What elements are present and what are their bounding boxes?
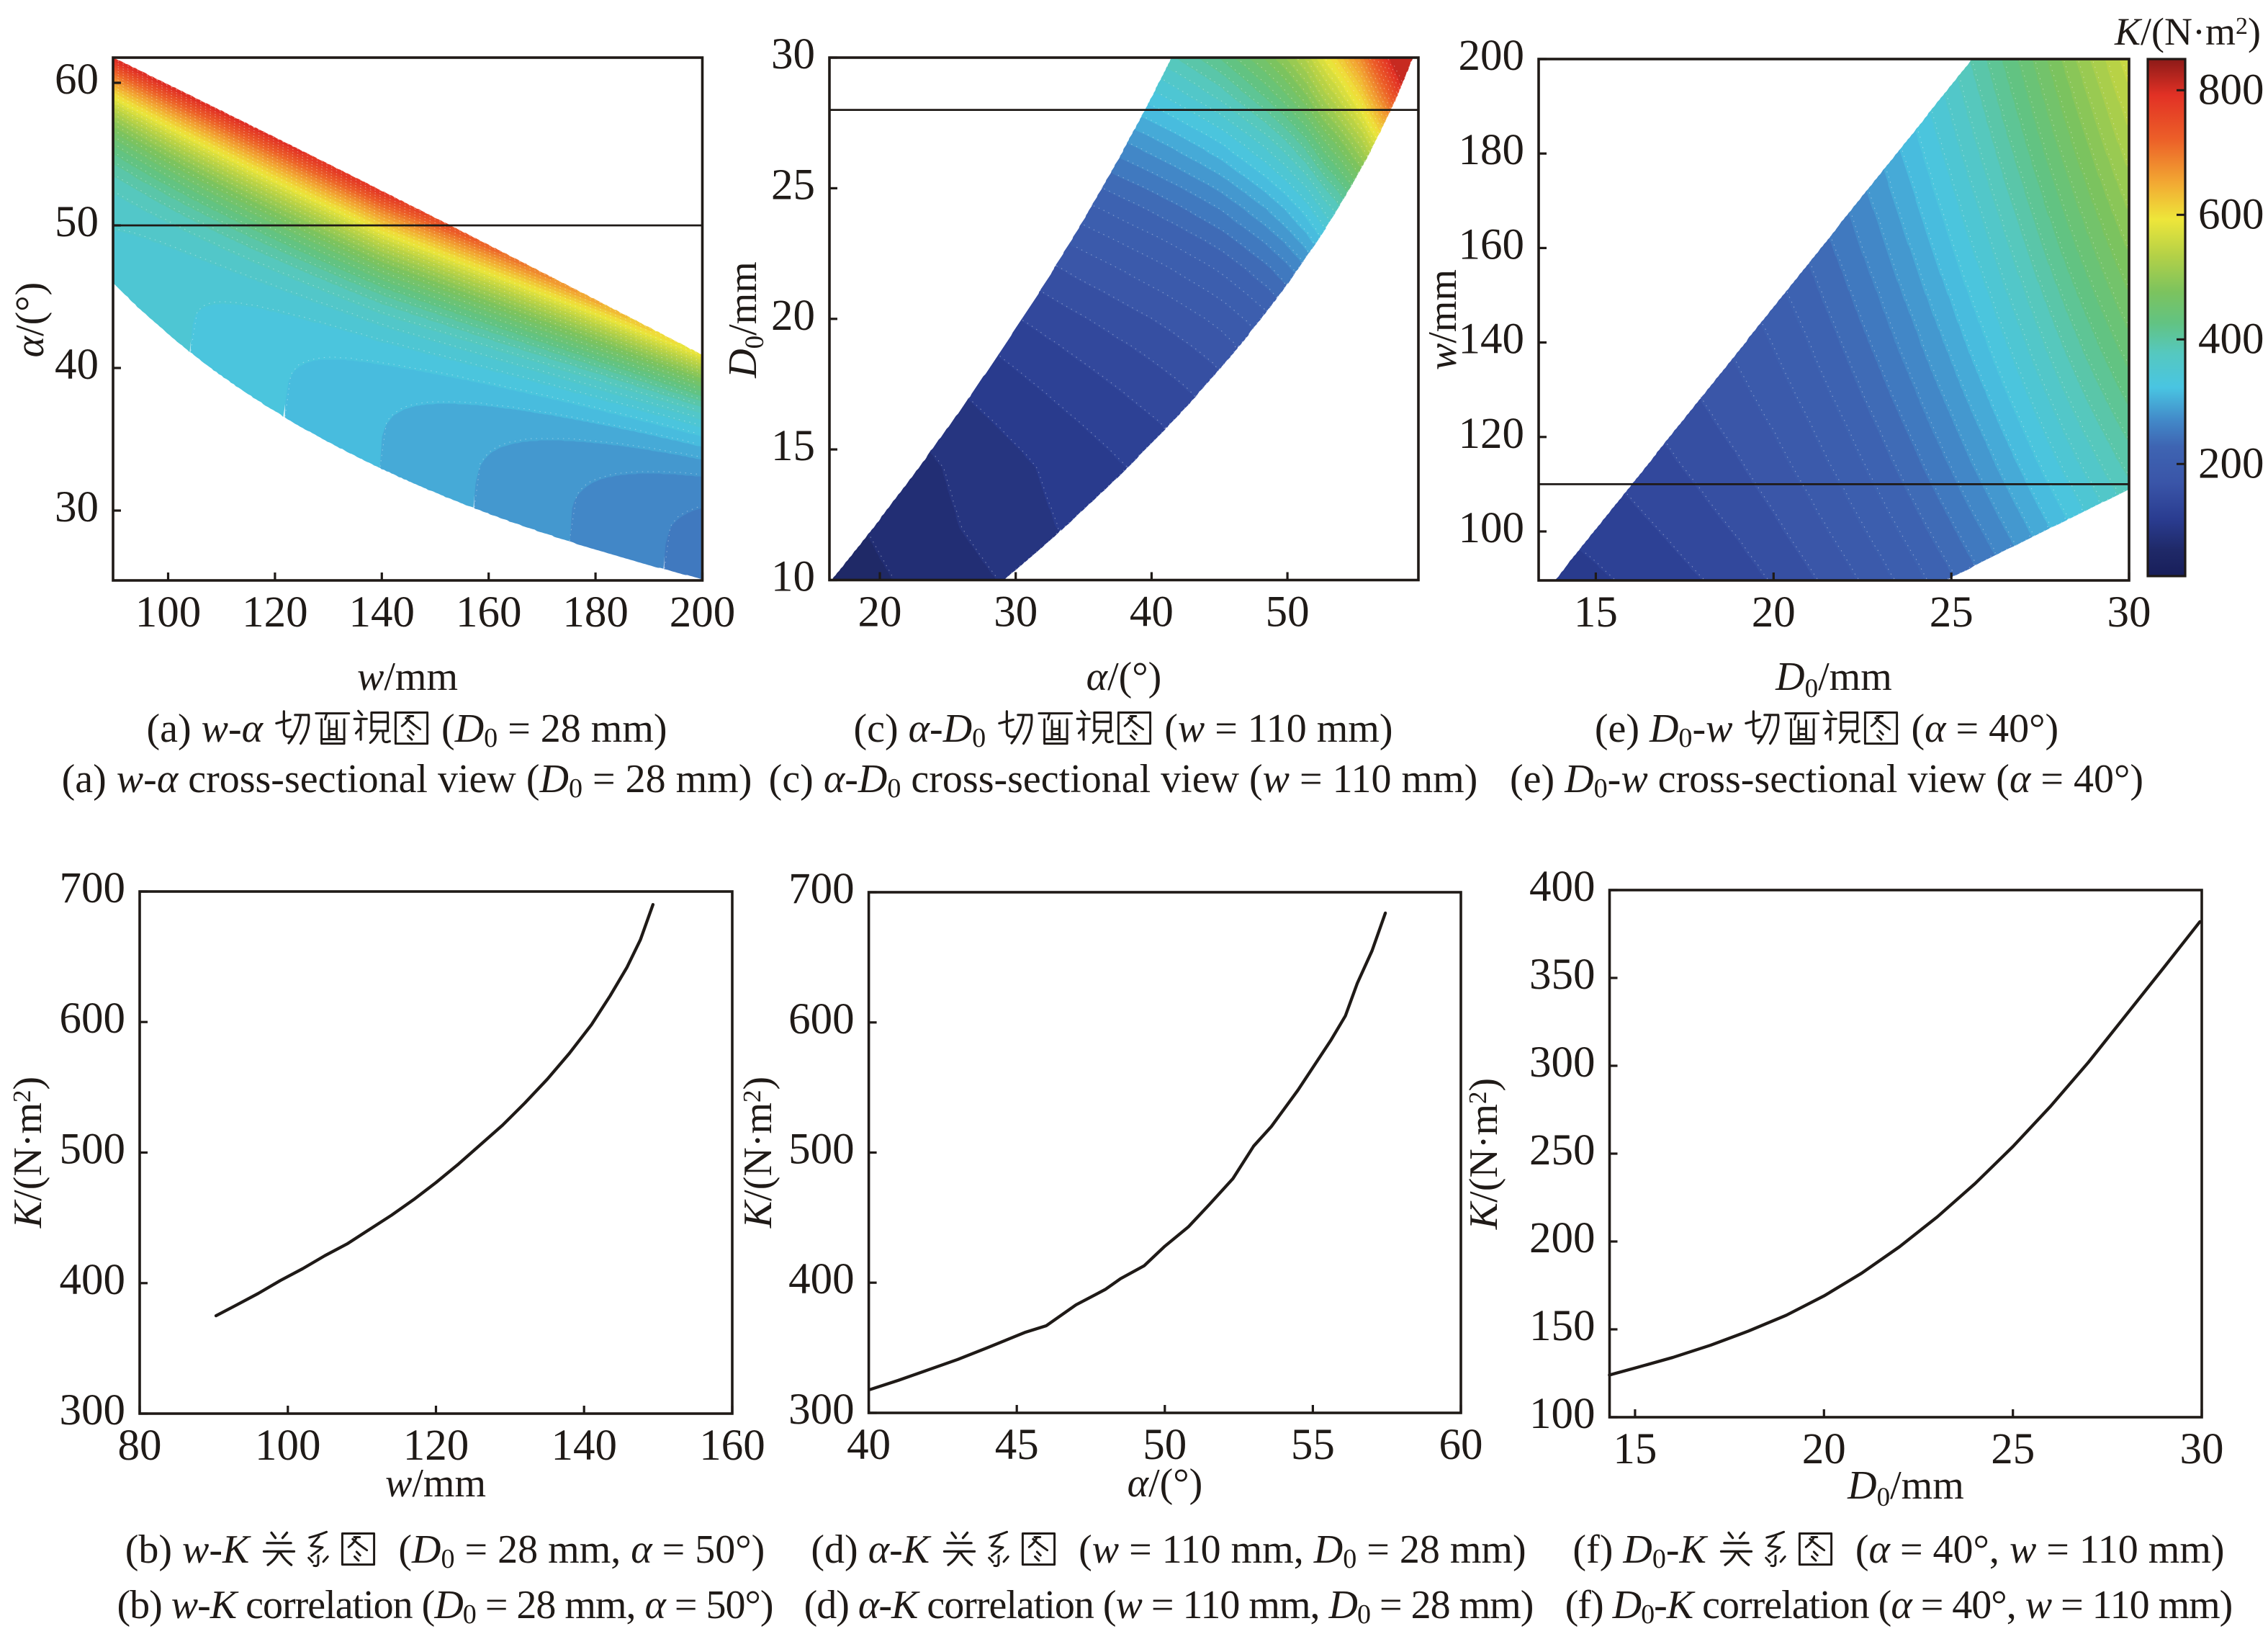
svg-text:180: 180 [1459, 126, 1525, 174]
svg-text:25: 25 [1930, 588, 1974, 637]
svg-text:D0/mm: D0/mm [1847, 1463, 1964, 1512]
svg-text:100: 100 [135, 588, 202, 637]
svg-text:15: 15 [1574, 588, 1618, 637]
svg-text:30: 30 [55, 483, 99, 531]
svg-text:30: 30 [2107, 588, 2151, 637]
svg-text:80: 80 [118, 1422, 162, 1470]
svg-text:30: 30 [994, 588, 1038, 637]
svg-text:600: 600 [2198, 190, 2264, 238]
svg-text:w/mm: w/mm [1421, 269, 1465, 370]
svg-text:700: 700 [788, 865, 855, 913]
svg-text:400: 400 [2198, 315, 2264, 363]
svg-text:K/(N·m2): K/(N·m2) [6, 1077, 50, 1229]
svg-text:100: 100 [255, 1422, 321, 1470]
svg-text:40: 40 [55, 341, 99, 389]
svg-text:120: 120 [403, 1422, 469, 1470]
svg-text:200: 200 [1529, 1214, 1596, 1262]
svg-text:100: 100 [1459, 504, 1525, 552]
svg-text:500: 500 [788, 1126, 855, 1174]
svg-text:160: 160 [699, 1422, 765, 1470]
svg-text:15: 15 [1613, 1425, 1657, 1473]
svg-text:15: 15 [771, 422, 815, 470]
svg-text:20: 20 [1752, 588, 1796, 637]
svg-text:D0/mm: D0/mm [721, 261, 770, 379]
svg-text:500: 500 [60, 1126, 126, 1174]
svg-text:α/(°): α/(°) [1128, 1461, 1203, 1506]
svg-text:40: 40 [847, 1421, 891, 1469]
svg-text:25: 25 [771, 161, 815, 209]
svg-text:300: 300 [1529, 1038, 1596, 1087]
svg-text:200: 200 [670, 588, 736, 637]
svg-text:60: 60 [55, 55, 99, 104]
svg-text:160: 160 [1459, 220, 1525, 269]
svg-text:600: 600 [60, 994, 126, 1043]
svg-text:55: 55 [1291, 1421, 1335, 1469]
svg-text:150: 150 [1529, 1302, 1596, 1350]
svg-text:140: 140 [551, 1422, 617, 1470]
svg-text:w/mm: w/mm [357, 655, 458, 699]
svg-text:K/(N·m2): K/(N·m2) [736, 1077, 780, 1229]
svg-text:200: 200 [1459, 32, 1525, 80]
svg-text:10: 10 [771, 553, 815, 601]
svg-text:K/(N·m2): K/(N·m2) [1462, 1078, 1506, 1230]
svg-text:K/(N·m2): K/(N·m2) [2114, 10, 2261, 53]
svg-text:800: 800 [2198, 66, 2264, 114]
svg-text:160: 160 [456, 588, 522, 637]
svg-text:40: 40 [1130, 588, 1174, 637]
svg-text:α/(°): α/(°) [1086, 655, 1162, 699]
svg-text:120: 120 [1459, 410, 1525, 458]
svg-text:140: 140 [1459, 315, 1525, 364]
svg-text:200: 200 [2198, 439, 2264, 488]
svg-text:140: 140 [349, 588, 415, 637]
svg-text:300: 300 [788, 1386, 855, 1434]
svg-text:20: 20 [1802, 1425, 1846, 1473]
svg-text:400: 400 [1529, 863, 1596, 911]
svg-text:30: 30 [2180, 1425, 2224, 1473]
svg-text:D0/mm: D0/mm [1775, 655, 1892, 704]
svg-text:250: 250 [1529, 1126, 1596, 1175]
svg-text:25: 25 [1991, 1425, 2035, 1473]
svg-text:50: 50 [55, 198, 99, 246]
svg-text:30: 30 [771, 30, 815, 78]
svg-text:20: 20 [858, 588, 902, 637]
svg-text:45: 45 [995, 1421, 1039, 1469]
svg-text:60: 60 [1439, 1421, 1483, 1469]
svg-text:700: 700 [60, 864, 126, 912]
svg-text:180: 180 [562, 588, 629, 637]
svg-text:w/mm: w/mm [385, 1461, 486, 1506]
svg-text:300: 300 [60, 1386, 126, 1434]
svg-text:600: 600 [788, 995, 855, 1043]
svg-text:50: 50 [1143, 1421, 1187, 1469]
svg-text:20: 20 [771, 292, 815, 340]
svg-text:120: 120 [242, 588, 308, 637]
svg-text:350: 350 [1529, 951, 1596, 999]
svg-text:400: 400 [788, 1255, 855, 1303]
svg-text:400: 400 [60, 1256, 126, 1304]
svg-text:α/(°): α/(°) [8, 282, 53, 358]
svg-text:100: 100 [1529, 1390, 1596, 1438]
svg-text:50: 50 [1266, 588, 1310, 637]
